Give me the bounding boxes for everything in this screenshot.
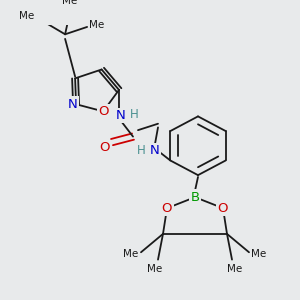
Text: Me: Me (123, 249, 139, 259)
Text: O: O (98, 105, 109, 118)
Text: H: H (136, 144, 146, 157)
Text: Me: Me (147, 264, 163, 274)
Text: O: O (162, 202, 172, 215)
Text: H: H (130, 108, 138, 121)
Text: O: O (99, 141, 109, 154)
Text: B: B (190, 191, 200, 204)
Text: Me: Me (227, 264, 243, 274)
Text: N: N (68, 98, 78, 111)
Text: N: N (116, 109, 126, 122)
Text: Me: Me (251, 249, 267, 259)
Text: Me: Me (20, 11, 35, 21)
Text: O: O (218, 202, 228, 215)
Text: Me: Me (62, 0, 78, 6)
Text: Me: Me (89, 20, 105, 30)
Text: N: N (150, 144, 160, 157)
